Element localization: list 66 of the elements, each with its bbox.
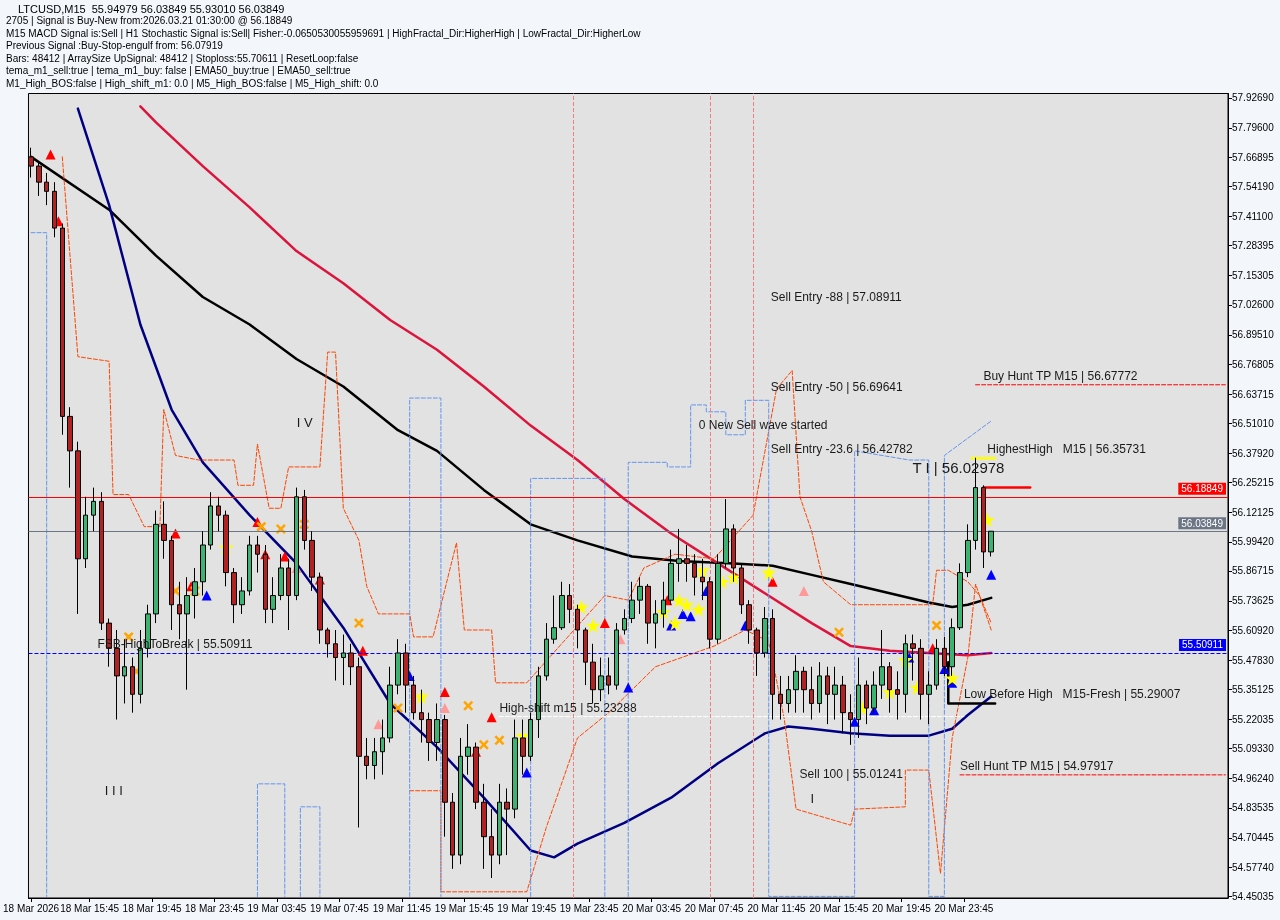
ref-line-label: 56.03849	[1181, 517, 1224, 529]
x-tick-label: 20 Mar 03:45	[622, 902, 682, 914]
y-tick-label: 57.79600	[1232, 122, 1275, 134]
annotation: Sell Entry -88 | 57.08911	[770, 289, 903, 304]
y-tick-label: 55.47830	[1232, 654, 1275, 666]
text: 2705 | Signal is Buy-New from:2026.03.21 01:30:00 @ 56.18849	[6, 15, 293, 26]
x-tick-label: 18 Mar 19:45	[122, 902, 182, 914]
y-tick-label: 54.70445	[1232, 832, 1275, 844]
y-tick-label: 57.54190	[1232, 180, 1275, 192]
x-tick-label: 20 Mar 07:45	[684, 902, 744, 914]
annotation: Sell 100 | 55.01241	[799, 766, 904, 781]
x-tick-label: 19 Mar 19:45	[497, 902, 557, 914]
y-tick-label: 54.96240	[1232, 773, 1275, 785]
ref-line-label: 55.50911	[1182, 639, 1224, 651]
annotation: 0 New Sell wave started	[698, 418, 828, 433]
y-tick-label: 54.83535	[1232, 802, 1275, 814]
y-tick-label: 56.25215	[1232, 477, 1275, 489]
y-tick-label: 57.28395	[1232, 240, 1275, 252]
chart-title: LTCUSD,M15 55.94979 56.03849 55.93010 56.03849	[18, 2, 285, 15]
annotation: Sell Hunt TP M15 | 54.97917	[959, 758, 1114, 773]
x-tick-label: 20 Mar 15:45	[809, 902, 869, 914]
y-tick-label: 56.12125	[1232, 507, 1275, 519]
annotation: I I I	[104, 782, 123, 798]
annotation: Sell Entry -23.6 | 56.42782	[770, 441, 913, 456]
x-tick-label: 19 Mar 11:45	[372, 902, 432, 914]
annotation: Buy Hunt TP M15 | 56.67772	[983, 368, 1138, 383]
annotation: HighestHigh M15 | 56.35731	[987, 442, 1147, 457]
ref-line-label: 56.18849	[1181, 483, 1224, 495]
x-tick-label: 20 Mar 11:45	[747, 902, 807, 914]
y-tick-label: 56.51010	[1232, 417, 1275, 429]
y-tick-label: 55.60920	[1232, 624, 1275, 636]
text: Previous Signal :Buy-Stop-engulf from: 56.07919	[6, 40, 224, 51]
y-tick-label: 55.86715	[1232, 565, 1275, 577]
x-tick-label: 18 Mar 15:45	[60, 902, 120, 914]
y-tick-label: 54.45035	[1232, 890, 1275, 902]
text: Bars: 48412 | ArraySize UpSignal: 48412 | Stoploss:55.70611 | ResetLoop:false	[6, 52, 359, 64]
y-tick-label: 57.02600	[1232, 299, 1275, 311]
y-tick-label: 55.09330	[1232, 743, 1275, 755]
y-tick-label: 55.35125	[1232, 683, 1275, 695]
x-tick-label: 18 Mar 2026	[3, 902, 60, 914]
x-tick-label: 18 Mar 23:45	[185, 902, 245, 914]
y-tick-label: 55.22035	[1232, 713, 1275, 725]
y-tick-label: 57.92690	[1232, 92, 1275, 104]
text: tema_m1_sell:true | tema_m1_buy: false | EMA50_buy:true | EMA50_sell:true	[6, 65, 352, 76]
y-tick-label: 57.41100	[1232, 210, 1274, 222]
annotation: I	[810, 790, 815, 806]
y-tick-label: 55.73625	[1232, 595, 1275, 607]
y-tick-label: 56.63715	[1232, 388, 1275, 400]
text: M15 MACD Signal is:Sell | H1 Stochastic Signal is:Sell| Fisher:-0.0650530055959691 | HighFractal_Dir:HigherHigh | LowFractal_Dir:HigherLow	[6, 27, 642, 39]
x-tick-label: 19 Mar 15:45	[434, 902, 495, 914]
x-tick-label: 20 Mar 19:45	[871, 902, 932, 914]
text: M1_High_BOS:false | High_shift_m1: 0.0 | M5_High_BOS:false | M5_High_shift: 0.0	[6, 77, 379, 89]
annotation: Sell Entry -50 | 56.69641	[770, 379, 903, 394]
x-tick-label: 19 Mar 07:45	[309, 902, 370, 914]
y-tick-label: 54.57740	[1232, 861, 1275, 873]
y-tick-label: 57.66895	[1232, 151, 1275, 163]
annotation: Low Before High M15-Fresh | 55.29007	[963, 687, 1181, 702]
y-tick-label: 55.99420	[1232, 536, 1275, 548]
x-tick-label: 20 Mar 23:45	[934, 902, 994, 914]
y-tick-label: 57.15305	[1232, 270, 1275, 282]
x-tick-label: 19 Mar 03:45	[247, 902, 307, 914]
y-tick-label: 56.76805	[1232, 358, 1275, 370]
x-tick-label: 19 Mar 23:45	[559, 902, 620, 914]
annotation: I V	[296, 415, 314, 431]
y-tick-label: 56.89510	[1232, 329, 1275, 341]
y-tick-label: 56.37920	[1232, 447, 1275, 459]
